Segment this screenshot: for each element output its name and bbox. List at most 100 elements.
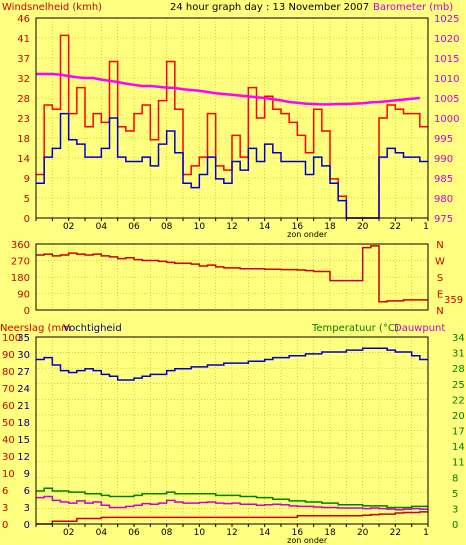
current-direction: 359 bbox=[444, 295, 463, 306]
y-tick-label-humidity: 3 bbox=[24, 503, 30, 514]
y-tick-label-left: 37 bbox=[17, 54, 30, 65]
compass-label: E bbox=[437, 290, 443, 301]
x-tick-label: 06 bbox=[128, 222, 140, 232]
barometer-title: Barometer (mb) bbox=[373, 2, 453, 13]
y-tick-label-left: 5 bbox=[24, 194, 30, 205]
y-tick-label-right: 995 bbox=[434, 134, 453, 145]
y-tick-label-temperature: 17 bbox=[452, 427, 465, 438]
y-tick-label-rain: 40 bbox=[2, 435, 15, 446]
y-tick-label-temperature: 28 bbox=[452, 364, 465, 375]
x-tick-label: 14 bbox=[259, 528, 271, 538]
y-tick-label-rain: 100 bbox=[2, 333, 21, 344]
humidity-title: Vochtigheid bbox=[63, 323, 122, 334]
x-tick-label: 14 bbox=[259, 222, 271, 232]
y-tick-label-humidity: 6 bbox=[24, 486, 30, 497]
barometer-line bbox=[36, 72, 420, 106]
y-tick-label-humidity: 0 bbox=[24, 520, 30, 531]
y-tick-label-rain: 3 bbox=[2, 503, 8, 514]
y-tick-label-temperature: 25 bbox=[452, 380, 465, 391]
y-tick-label-left: 46 bbox=[17, 14, 30, 25]
y-tick-label-temperature: 0 bbox=[452, 520, 458, 531]
x-tick-label: 08 bbox=[161, 222, 173, 232]
x-tick-label: 12 bbox=[226, 222, 237, 232]
rain-title: Neerslag (mm bbox=[0, 323, 71, 334]
y-tick-label-left: 23 bbox=[17, 114, 30, 125]
temperature-title: Temperatuur (°C) bbox=[311, 323, 399, 334]
compass-label: N bbox=[436, 240, 443, 251]
sunset-label: zon onder bbox=[287, 230, 328, 239]
y-tick-label-rain: 60 bbox=[2, 401, 15, 412]
y-tick-label-rain: 30 bbox=[2, 452, 15, 463]
y-tick-label-left: 270 bbox=[11, 257, 30, 268]
y-tick-label-left: 180 bbox=[11, 273, 30, 284]
x-tick-label: 02 bbox=[63, 528, 74, 538]
y-tick-label-right: 1010 bbox=[434, 74, 459, 85]
y-tick-label-humidity: 21 bbox=[17, 401, 30, 412]
y-tick-label-left: 0 bbox=[24, 306, 30, 317]
y-tick-label-humidity: 24 bbox=[17, 384, 30, 395]
compass-label: N bbox=[436, 306, 443, 317]
y-tick-label-left: 90 bbox=[17, 290, 30, 301]
y-tick-label-humidity: 9 bbox=[24, 469, 30, 480]
y-tick-label-left: 41 bbox=[17, 34, 30, 45]
temperature-line bbox=[36, 487, 428, 509]
y-tick-label-right: 1000 bbox=[434, 114, 459, 125]
y-tick-label-humidity: 15 bbox=[17, 435, 30, 446]
rain-line bbox=[36, 511, 428, 525]
y-tick-label-humidity: 35 bbox=[17, 333, 30, 344]
y-tick-label-rain: 10 bbox=[2, 469, 15, 480]
y-tick-label-temperature: 14 bbox=[452, 442, 465, 453]
y-tick-label-left: 14 bbox=[17, 154, 30, 165]
y-tick-label-temperature: 31 bbox=[452, 349, 465, 360]
direction-line bbox=[36, 245, 428, 303]
x-tick-label: 20 bbox=[357, 222, 369, 232]
x-tick-label: 10 bbox=[194, 528, 206, 538]
x-tick-label: 16 bbox=[292, 528, 304, 538]
y-tick-label-humidity: 27 bbox=[17, 367, 30, 378]
dewpoint-line bbox=[36, 495, 428, 511]
x-tick-label: 04 bbox=[96, 528, 108, 538]
x-tick-label: 18 bbox=[324, 222, 336, 232]
x-tick-label: 16 bbox=[292, 222, 304, 232]
y-tick-label-temperature: 34 bbox=[452, 333, 465, 344]
y-tick-label-temperature: 11 bbox=[452, 458, 465, 469]
x-tick-label: 08 bbox=[161, 528, 173, 538]
y-tick-label-left: 32 bbox=[17, 74, 30, 85]
graph-title: 24 hour graph day : 13 November 2007 bbox=[170, 2, 369, 13]
x-tick-label: 18 bbox=[324, 528, 336, 538]
wind-panel: 0591418232832374146975980985990995100010… bbox=[17, 14, 459, 239]
y-tick-label-temperature: 22 bbox=[452, 395, 465, 406]
y-tick-label-right: 985 bbox=[434, 174, 453, 185]
x-tick-label: 12 bbox=[226, 528, 237, 538]
x-tick-label: 04 bbox=[96, 222, 108, 232]
y-tick-label-rain: 0 bbox=[2, 520, 8, 531]
x-tick-label: 02 bbox=[63, 222, 74, 232]
dewpoint-title: Dauwpunt bbox=[394, 323, 445, 334]
y-tick-label-humidity: 30 bbox=[17, 350, 30, 361]
y-tick-label-left: 28 bbox=[17, 94, 30, 105]
y-tick-label-rain: 70 bbox=[2, 384, 15, 395]
y-tick-label-right: 990 bbox=[434, 154, 453, 165]
x-tick-label: 06 bbox=[128, 528, 140, 538]
y-tick-label-rain: 6 bbox=[2, 486, 8, 497]
x-tick-label: 1 bbox=[423, 528, 429, 538]
compass-label: W bbox=[435, 257, 445, 268]
y-tick-label-left: 360 bbox=[11, 240, 30, 251]
y-tick-label-right: 1020 bbox=[434, 34, 459, 45]
x-tick-label: 22 bbox=[390, 528, 401, 538]
y-tick-label-left: 9 bbox=[24, 174, 30, 185]
y-tick-label-rain: 50 bbox=[2, 418, 15, 429]
y-tick-label-right: 1025 bbox=[434, 14, 459, 25]
y-tick-label-temperature: 8 bbox=[452, 473, 458, 484]
x-tick-label: 20 bbox=[357, 528, 369, 538]
direction-plot-frame bbox=[35, 243, 429, 311]
sunset-label: zon onder bbox=[287, 536, 328, 545]
y-tick-label-right: 1015 bbox=[434, 54, 459, 65]
y-tick-label-temperature: 20 bbox=[452, 411, 465, 422]
y-tick-label-left: 0 bbox=[24, 214, 30, 225]
wind-speed-title: Windsnelheid (kmh) bbox=[2, 2, 102, 13]
y-tick-label-temperature: 5 bbox=[452, 489, 458, 500]
